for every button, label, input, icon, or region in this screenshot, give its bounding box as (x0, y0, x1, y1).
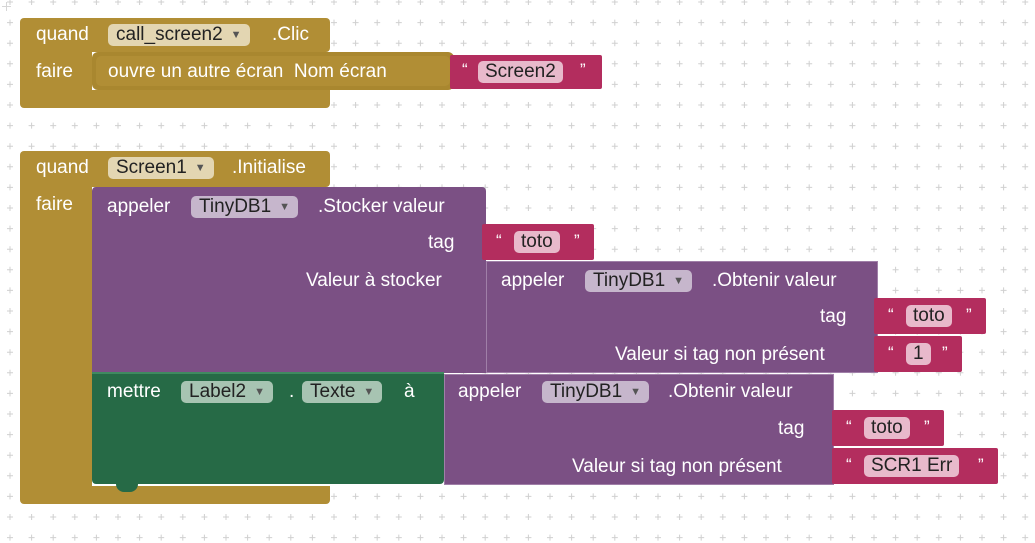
close-quote-icon: ” (924, 417, 930, 436)
component-name: TinyDB1 (199, 196, 272, 217)
text-value-field[interactable]: toto (514, 231, 560, 253)
close-quote-icon: ” (966, 305, 972, 324)
text-value-field[interactable]: toto (906, 305, 952, 327)
set-label: mettre (107, 381, 161, 402)
text-block-default[interactable]: “ 1 ” (874, 336, 962, 372)
component-dropdown[interactable]: call_screen2 ▼ (108, 24, 250, 46)
component-dropdown[interactable]: TinyDB1 ▼ (191, 196, 299, 218)
tag-label: tag (428, 232, 455, 253)
open-screen-action-label: ouvre un autre écran Nom écran (108, 61, 387, 82)
open-quote-icon: “ (846, 455, 852, 474)
default-value-label: Valeur si tag non présent (615, 344, 825, 365)
event-name: .Initialise (232, 157, 306, 178)
faire-label: faire (36, 61, 73, 82)
close-quote-icon: ” (574, 231, 580, 250)
tag-label: tag (778, 418, 805, 439)
component-name: call_screen2 (116, 24, 223, 45)
method-name: .Obtenir valeur (668, 381, 793, 402)
block-notch (116, 484, 138, 492)
component-name: TinyDB1 (593, 270, 666, 291)
dropdown-arrow-icon: ▼ (230, 29, 242, 41)
property-dropdown[interactable]: Texte ▼ (302, 381, 383, 403)
quand-label: quand (36, 24, 89, 45)
text-value-field[interactable]: Screen2 (478, 61, 563, 83)
call-label: appeler (501, 270, 565, 291)
dropdown-arrow-icon: ▼ (673, 275, 685, 287)
property-name: Texte (310, 381, 356, 402)
call-label: appeler (458, 381, 522, 402)
value-to-store-label: Valeur à stocker (306, 270, 442, 291)
text-block-tag[interactable]: “ toto ” (874, 298, 986, 334)
component-name: Screen1 (116, 157, 187, 178)
open-quote-icon: “ (846, 417, 852, 436)
dropdown-arrow-icon: ▼ (254, 386, 265, 398)
method-name: .Stocker valeur (318, 196, 445, 217)
dot-label: . (289, 381, 295, 402)
component-dropdown[interactable]: Screen1 ▼ (108, 157, 214, 179)
text-block-tag[interactable]: “ toto ” (832, 410, 944, 446)
text-block-default[interactable]: “ SCR1 Err ” (832, 448, 998, 484)
event-name: .Clic (272, 24, 309, 45)
open-quote-icon: “ (496, 231, 502, 250)
text-value-field[interactable]: toto (864, 417, 910, 439)
close-quote-icon: ” (942, 343, 948, 362)
grid-crosses (7, 0, 1029, 541)
dropdown-arrow-icon: ▼ (630, 386, 642, 398)
open-quote-icon: “ (462, 60, 468, 79)
dropdown-arrow-icon: ▼ (194, 162, 206, 174)
dropdown-arrow-icon: ▼ (279, 201, 291, 213)
text-block-tag[interactable]: “ toto ” (482, 224, 594, 260)
to-label: à (404, 381, 415, 402)
text-value-field[interactable]: 1 (906, 343, 931, 365)
method-name: .Obtenir valeur (712, 270, 837, 291)
component-name: TinyDB1 (550, 381, 623, 402)
text-block-screen2[interactable]: “ Screen2 ” (450, 55, 602, 89)
tag-label: tag (820, 306, 847, 327)
component-dropdown[interactable]: TinyDB1 ▼ (585, 270, 693, 292)
quand-label: quand (36, 157, 89, 178)
text-value-field[interactable]: SCR1 Err (864, 455, 960, 477)
component-dropdown[interactable]: Label2 ▼ (181, 381, 273, 403)
component-name: Label2 (189, 381, 247, 402)
close-quote-icon: ” (580, 60, 586, 79)
dropdown-arrow-icon: ▼ (363, 386, 375, 398)
component-dropdown[interactable]: TinyDB1 ▼ (542, 381, 650, 403)
default-value-label: Valeur si tag non présent (572, 456, 782, 477)
open-quote-icon: “ (888, 305, 894, 324)
call-label: appeler (107, 196, 171, 217)
close-quote-icon: ” (978, 455, 984, 474)
open-quote-icon: “ (888, 343, 894, 362)
faire-label: faire (36, 194, 73, 215)
